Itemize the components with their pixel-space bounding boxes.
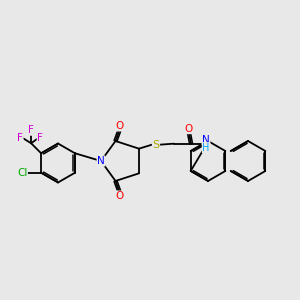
Text: O: O bbox=[116, 191, 124, 201]
Text: Cl: Cl bbox=[17, 168, 27, 178]
Text: F: F bbox=[37, 133, 43, 143]
Text: O: O bbox=[116, 121, 124, 131]
Text: H: H bbox=[202, 143, 210, 153]
Text: N: N bbox=[97, 156, 105, 166]
Text: N: N bbox=[202, 135, 210, 145]
Text: F: F bbox=[17, 133, 23, 143]
Text: S: S bbox=[152, 140, 160, 150]
Text: O: O bbox=[185, 124, 193, 134]
Text: F: F bbox=[28, 125, 34, 135]
